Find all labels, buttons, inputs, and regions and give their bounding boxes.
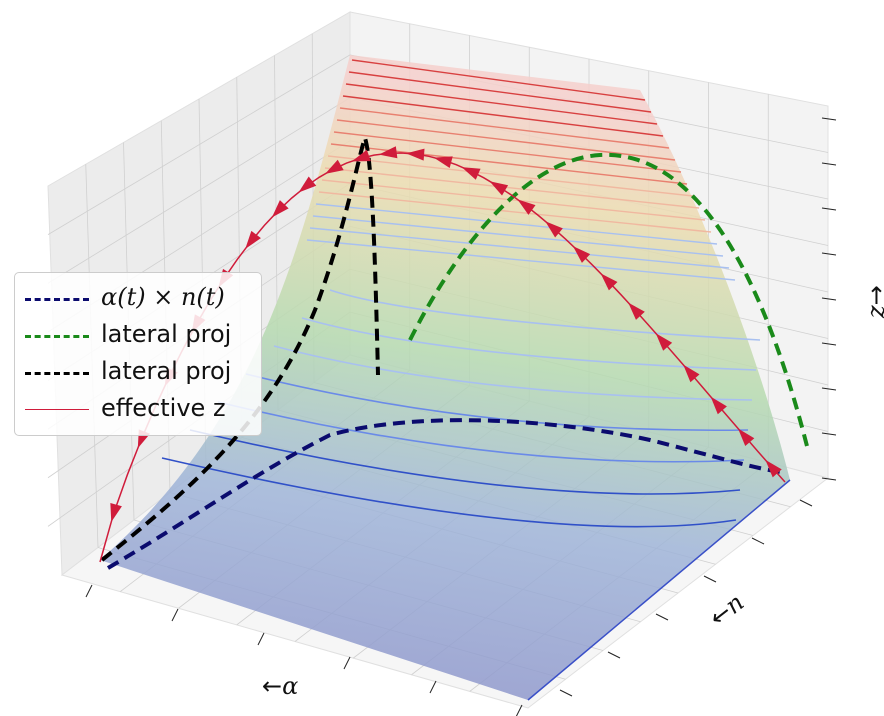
z-tick — [821, 432, 837, 436]
z-tick — [821, 477, 837, 481]
legend-label: effective z — [101, 394, 226, 422]
effective-z-arrow — [545, 221, 563, 238]
effective-z-arrow — [351, 149, 371, 162]
x-axis-label: ←α — [262, 672, 298, 700]
legend-item-effective-z: effective z — [15, 392, 261, 428]
effective-z-arrow — [271, 200, 289, 218]
x-tick — [343, 656, 351, 670]
contour-line — [345, 83, 658, 125]
legend-label: α(t) × n(t) — [101, 283, 225, 311]
contour-line — [329, 289, 761, 341]
effective-z-arrow — [738, 428, 755, 447]
z-tick — [821, 252, 837, 256]
effective-z-arrow — [655, 333, 673, 351]
contour-line — [245, 373, 749, 432]
x-tick — [515, 704, 523, 716]
effective-z-arrow — [378, 146, 398, 159]
effective-z-arrow — [628, 302, 645, 320]
z-tick — [821, 297, 837, 301]
contour-line — [327, 155, 694, 197]
contour-line — [339, 107, 670, 149]
contour-line — [189, 429, 741, 495]
x-tick — [257, 632, 265, 646]
effective-z-arrow — [710, 396, 727, 415]
effective-z-arrow — [325, 159, 344, 174]
z-tick — [821, 342, 837, 346]
contour-line — [217, 401, 745, 463]
contour-line — [301, 317, 757, 371]
contour-line — [348, 71, 652, 113]
legend-swatch — [25, 372, 89, 375]
contour-line — [318, 191, 712, 233]
contour-line — [351, 59, 646, 101]
effective-z-arrow — [245, 230, 261, 249]
legend: α(t) × n(t) lateral proj lateral proj ef… — [14, 272, 262, 436]
lateral-proj-black-curve — [100, 132, 380, 562]
lateral-proj-green-curve — [408, 152, 810, 451]
y-tick — [559, 689, 573, 697]
legend-swatch — [25, 409, 89, 410]
contour-line — [161, 457, 737, 528]
contour-line — [273, 345, 753, 401]
legend-swatch — [25, 335, 89, 338]
legend-swatch — [25, 298, 89, 301]
legend-label: lateral proj — [101, 357, 232, 385]
legend-label: lateral proj — [101, 320, 232, 348]
z-axis-label: z→ — [862, 285, 884, 318]
effective-z-arrow — [298, 176, 317, 193]
y-tick — [607, 651, 621, 659]
legend-item-alpha-times-n: α(t) × n(t) — [15, 281, 261, 317]
effective-z-arrow — [765, 459, 782, 478]
effective-z-arrow — [572, 246, 591, 263]
y-tick — [751, 537, 765, 545]
effective-z-arrow — [433, 156, 453, 168]
z-axis-arrow: → — [862, 285, 884, 305]
effective-z-arrow — [683, 364, 700, 383]
effective-z-arrow — [110, 503, 122, 522]
x-axis-arrow: ← — [262, 672, 283, 700]
z-axis-symbol: z — [862, 305, 884, 318]
x-tick — [85, 584, 93, 598]
contour-line — [333, 131, 682, 173]
contour-line — [312, 215, 724, 257]
contour-line — [309, 227, 730, 269]
contour-line — [315, 203, 718, 245]
y-tick — [799, 499, 813, 507]
effective-z-arrow — [461, 167, 481, 180]
x-tick — [171, 608, 179, 622]
grid-line — [47, 97, 351, 284]
z-tick — [821, 387, 837, 391]
contour-line — [342, 95, 664, 137]
y-tick — [655, 613, 669, 621]
effective-z-arrow — [489, 181, 509, 196]
z-tick — [821, 162, 837, 166]
z-tick — [821, 207, 837, 211]
contour-line — [336, 119, 676, 161]
legend-item-lateral-proj-green: lateral proj — [15, 318, 261, 354]
surface — [100, 55, 790, 700]
contour-line — [306, 239, 736, 281]
contour-line — [324, 167, 700, 209]
grid-line — [47, 54, 351, 235]
legend-item-lateral-proj-black: lateral proj — [15, 355, 261, 391]
x-axis-symbol: α — [282, 672, 299, 700]
x-tick — [429, 680, 437, 694]
effective-z-arrow — [600, 273, 618, 291]
contour-line — [321, 179, 706, 221]
surface-front-edge — [527, 479, 791, 701]
z-tick — [821, 117, 837, 121]
effective-z-arrow — [517, 199, 536, 215]
y-tick — [703, 575, 717, 583]
effective-z-arrow — [406, 148, 425, 161]
